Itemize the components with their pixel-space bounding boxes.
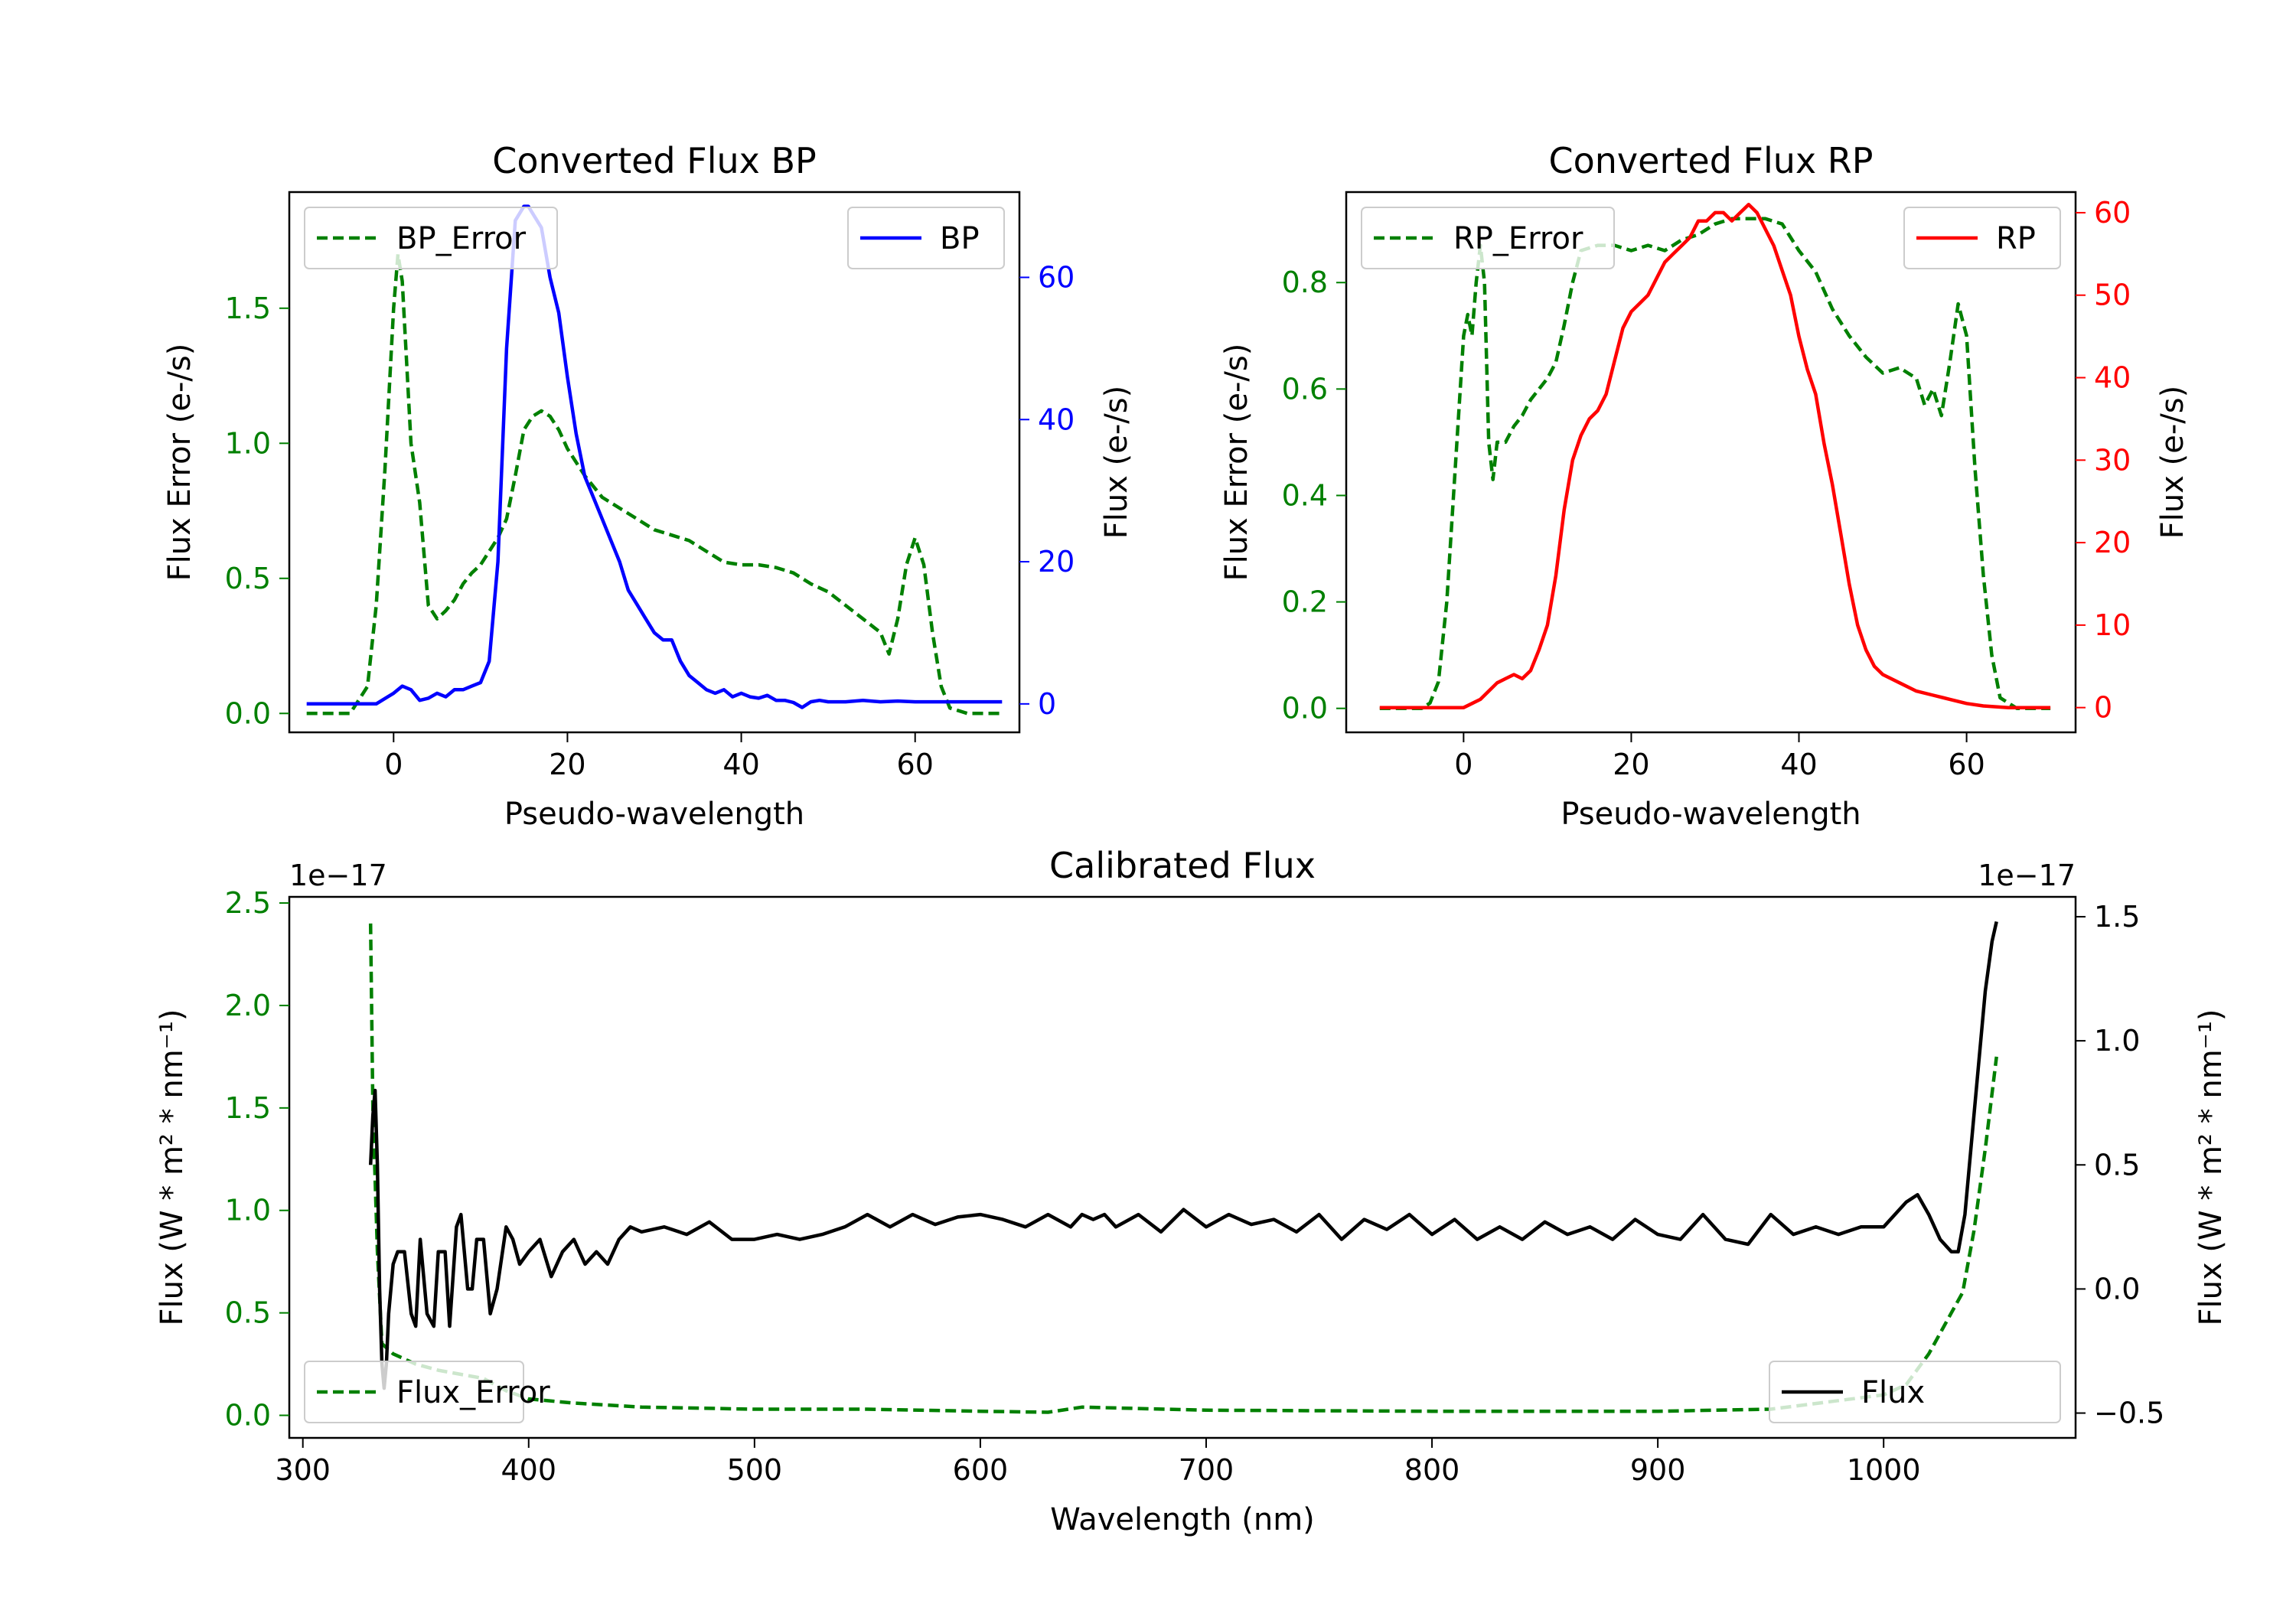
series-line-rp xyxy=(1379,202,2051,709)
legend-label: RP_Error xyxy=(1453,221,1583,256)
x-tick-label: 800 xyxy=(1404,1453,1460,1487)
right-tick-label: 20 xyxy=(2094,526,2131,559)
x-tick-label: 40 xyxy=(722,748,759,781)
plot-frame xyxy=(288,191,1021,734)
left-tick-label: 0.0 xyxy=(225,1399,271,1433)
legend-box xyxy=(1769,1361,2061,1423)
legend-box xyxy=(304,1361,524,1423)
x-tick-label: 20 xyxy=(549,748,585,781)
legend-label: RP xyxy=(1996,221,2036,256)
right-tick-label: 1.5 xyxy=(2094,900,2140,934)
x-tick-label: 0 xyxy=(384,748,403,781)
left-tick-label: 1.0 xyxy=(225,1194,271,1227)
x-tick-label: 60 xyxy=(1948,748,1985,781)
right-axis-label: Flux (W * m² * nm⁻¹) xyxy=(2193,1009,2229,1326)
series-line-bp-error xyxy=(306,252,1003,715)
left-axis-label: Flux (W * m² * nm⁻¹) xyxy=(155,1009,190,1326)
legend-box xyxy=(1361,207,1615,269)
right-tick-label: 10 xyxy=(2094,608,2131,642)
x-tick-label: 600 xyxy=(953,1453,1009,1487)
series-line-flux xyxy=(368,921,1998,1390)
chart-calibrated: 300 400 500 600 700 800 900 1000 0.0 0.5 1.0 1.5 2.0… xyxy=(155,845,2229,1537)
plot-frame xyxy=(1345,191,2077,734)
right-tick-label: 0.0 xyxy=(2094,1272,2140,1305)
right-offset-text: 1e−17 xyxy=(1978,859,2076,892)
x-axis-label: Wavelength (nm) xyxy=(1050,1502,1315,1537)
x-tick-label: 40 xyxy=(1780,748,1817,781)
x-tick-label: 700 xyxy=(1179,1453,1234,1487)
x-tick-label: 60 xyxy=(897,748,934,781)
legend-label: Flux_Error xyxy=(396,1375,550,1410)
left-tick-label: 1.5 xyxy=(225,292,271,325)
right-tick-label: 0.5 xyxy=(2094,1148,2140,1182)
left-tick-label: 0.6 xyxy=(1282,372,1328,406)
legend-bp-error: BP_Error xyxy=(304,207,558,269)
x-axis-label: Pseudo-wavelength xyxy=(504,797,804,832)
right-tick-label: 30 xyxy=(2094,443,2131,477)
left-tick-label: 0.0 xyxy=(225,696,271,730)
left-tick-label: 0.0 xyxy=(1282,692,1328,725)
legend-rp: RP xyxy=(1903,207,2061,269)
right-tick-label: 60 xyxy=(1038,260,1075,294)
right-tick-label: 50 xyxy=(2094,279,2131,312)
x-tick-label: 900 xyxy=(1630,1453,1686,1487)
left-tick-label: 2.5 xyxy=(225,886,271,920)
left-tick-label: 1.0 xyxy=(225,426,271,460)
x-tick-label: 400 xyxy=(501,1453,557,1487)
chart-title: Converted Flux BP xyxy=(492,140,817,181)
legend-box xyxy=(1903,207,2061,269)
left-tick-label: 0.4 xyxy=(1282,478,1328,512)
legend-label: BP xyxy=(940,221,980,256)
series-line-rp-error xyxy=(1379,217,2051,710)
left-tick-label: 0.2 xyxy=(1282,585,1328,619)
plot-frame xyxy=(288,895,2077,1439)
left-tick-label: 0.8 xyxy=(1282,266,1328,299)
left-offset-text: 1e−17 xyxy=(289,859,387,892)
right-tick-label: 1.0 xyxy=(2094,1024,2140,1058)
x-tick-label: 300 xyxy=(275,1453,331,1487)
legend-flux-error: Flux_Error xyxy=(304,1361,550,1423)
legend-flux: Flux xyxy=(1769,1361,2061,1423)
x-axis-label: Pseudo-wavelength xyxy=(1561,797,1861,832)
right-axis-label: Flux (e-/s) xyxy=(2155,386,2190,539)
left-tick-label: 1.5 xyxy=(225,1091,271,1125)
right-tick-label: 40 xyxy=(2094,361,2131,395)
legend-rp-error: RP_Error xyxy=(1361,207,1615,269)
x-tick-label: 20 xyxy=(1613,748,1649,781)
x-tick-label: 500 xyxy=(727,1453,783,1487)
chart-title: Calibrated Flux xyxy=(1049,845,1316,886)
left-axis-label: Flux Error (e-/s) xyxy=(162,344,197,582)
right-tick-label: 0 xyxy=(2094,691,2112,725)
right-tick-label: 20 xyxy=(1038,545,1075,579)
chart-rp: 0 20 40 60 0.0 0.2 0.4 0.6 0.8 0 10 20 30 40 50 60 Flux … xyxy=(1219,140,2190,832)
series-line-bp xyxy=(306,204,1003,709)
right-tick-label: −0.5 xyxy=(2094,1397,2164,1430)
left-axis-label: Flux Error (e-/s) xyxy=(1219,344,1254,582)
legend-label: BP_Error xyxy=(396,221,527,256)
chart-title: Converted Flux RP xyxy=(1549,140,1874,181)
x-tick-label: 1000 xyxy=(1847,1453,1921,1487)
right-tick-label: 0 xyxy=(1038,687,1056,721)
legend-bp: BP xyxy=(847,207,1005,269)
legend-box xyxy=(304,207,558,269)
chart-bp: 0 20 40 60 0.0 0.5 1.0 1.5 0 20 40 60 Flux Error (e-… xyxy=(162,140,1134,832)
panels: 0 20 40 60 0.0 0.5 1.0 1.5 0 20 40 60 Flux Error (e-… xyxy=(155,140,2229,1537)
left-tick-label: 0.5 xyxy=(225,562,271,595)
right-tick-label: 40 xyxy=(1038,403,1075,436)
left-tick-label: 0.5 xyxy=(225,1296,271,1330)
right-tick-label: 60 xyxy=(2094,196,2131,230)
right-axis-label: Flux (e-/s) xyxy=(1099,386,1134,539)
left-tick-label: 2.0 xyxy=(225,989,271,1022)
legend-box xyxy=(847,207,1005,269)
x-tick-label: 0 xyxy=(1454,748,1473,781)
legend-label: Flux xyxy=(1861,1375,1925,1410)
